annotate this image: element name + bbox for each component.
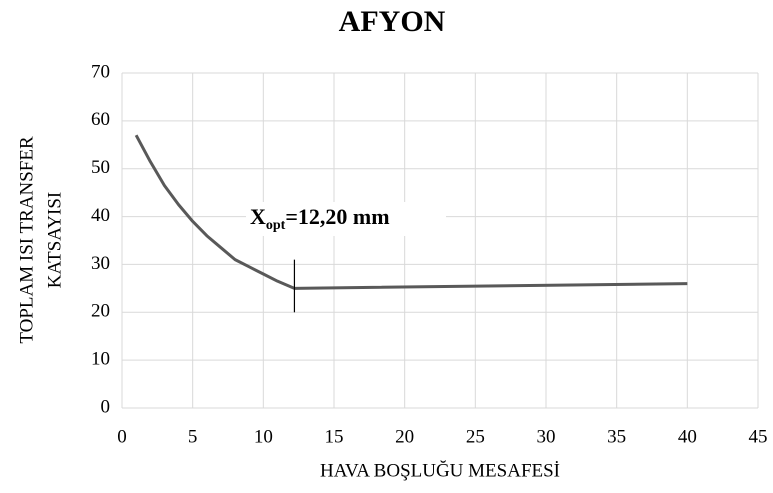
annotation-subscript: opt [266, 218, 286, 233]
annotation-background [246, 202, 446, 236]
y-tick-label: 10 [91, 349, 110, 370]
y-tick-label: 30 [91, 253, 110, 274]
x-tick-label: 5 [188, 426, 198, 447]
x-tick-label: 40 [678, 426, 697, 447]
y-tick-label: 50 [91, 157, 110, 178]
y-tick-label: 20 [91, 301, 110, 322]
data-line [134, 134, 688, 290]
x-axis-label: HAVA BOŞLUĞU MESAFESİ [320, 459, 560, 481]
x-tick-label: 35 [607, 426, 626, 447]
annotation-text: X [250, 204, 266, 229]
x-tick-label: 20 [395, 426, 414, 447]
annotation: Xopt=12,20 mm [250, 204, 390, 233]
chart-title: AFYON [339, 5, 446, 38]
y-tick-label: 60 [91, 109, 110, 130]
x-tick-label: 15 [325, 426, 344, 447]
y-tick-label: 0 [101, 396, 111, 417]
y-axis-label: KATSAYISI [44, 192, 65, 288]
x-tick-label: 10 [254, 426, 273, 447]
annotation-suffix: =12,20 mm [285, 204, 389, 229]
x-tick-label: 25 [466, 426, 485, 447]
y-tick-label: 40 [91, 205, 110, 226]
x-tick-label: 45 [749, 426, 768, 447]
x-tick-label: 0 [117, 426, 127, 447]
x-tick-label: 30 [537, 426, 556, 447]
y-axis-label: TOPLAM ISI TRANSFER [16, 136, 37, 344]
y-tick-label: 70 [91, 61, 110, 82]
